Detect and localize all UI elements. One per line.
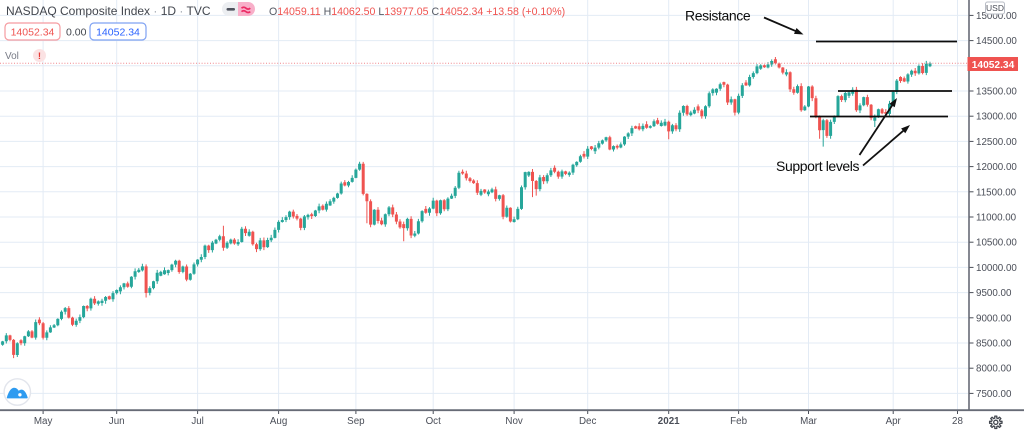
svg-text:Jul: Jul — [191, 416, 204, 427]
svg-text:Mar: Mar — [800, 416, 818, 427]
svg-text:USD: USD — [986, 3, 1004, 13]
svg-text:Dec: Dec — [579, 416, 597, 427]
svg-text:13500.00: 13500.00 — [976, 87, 1017, 98]
svg-text:Jun: Jun — [109, 416, 125, 427]
svg-text:15000.00: 15000.00 — [976, 11, 1017, 22]
svg-text:7500.00: 7500.00 — [976, 389, 1012, 400]
svg-text:Nov: Nov — [505, 416, 523, 427]
svg-text:Apr: Apr — [886, 416, 902, 427]
svg-text:14052.34: 14052.34 — [11, 27, 55, 39]
svg-text:Sep: Sep — [347, 416, 365, 427]
svg-text:NASDAQ Composite Index · 1D ·: NASDAQ Composite Index · 1D · TVC — [6, 4, 211, 18]
svg-text:11000.00: 11000.00 — [976, 213, 1017, 224]
svg-text:Feb: Feb — [730, 416, 747, 427]
svg-text:14500.00: 14500.00 — [976, 36, 1017, 47]
svg-text:!: ! — [38, 51, 41, 62]
svg-text:10500.00: 10500.00 — [976, 238, 1017, 249]
svg-text:9000.00: 9000.00 — [976, 313, 1012, 324]
svg-text:13000.00: 13000.00 — [976, 112, 1017, 123]
svg-text:Support levels: Support levels — [776, 158, 860, 174]
svg-text:10000.00: 10000.00 — [976, 263, 1017, 274]
svg-text:12500.00: 12500.00 — [976, 137, 1017, 148]
svg-text:9500.00: 9500.00 — [976, 288, 1012, 299]
svg-text:8000.00: 8000.00 — [976, 364, 1012, 375]
svg-text:Aug: Aug — [270, 416, 287, 427]
svg-text:14052.34: 14052.34 — [972, 60, 1015, 71]
svg-text:May: May — [34, 416, 53, 427]
svg-text:Resistance: Resistance — [685, 8, 751, 24]
svg-text:12000.00: 12000.00 — [976, 162, 1017, 173]
svg-text:O14059.11 H14062.50 L13977.05: O14059.11 H14062.50 L13977.05 C14052.34 … — [269, 6, 565, 18]
svg-text:2021: 2021 — [658, 416, 680, 427]
svg-text:11500.00: 11500.00 — [976, 187, 1017, 198]
svg-text:Vol: Vol — [5, 51, 19, 62]
svg-text:8500.00: 8500.00 — [976, 339, 1012, 350]
svg-text:14052.34: 14052.34 — [96, 27, 140, 39]
svg-text:0.00: 0.00 — [66, 27, 87, 39]
svg-text:Oct: Oct — [426, 416, 442, 427]
svg-text:28: 28 — [952, 416, 963, 427]
